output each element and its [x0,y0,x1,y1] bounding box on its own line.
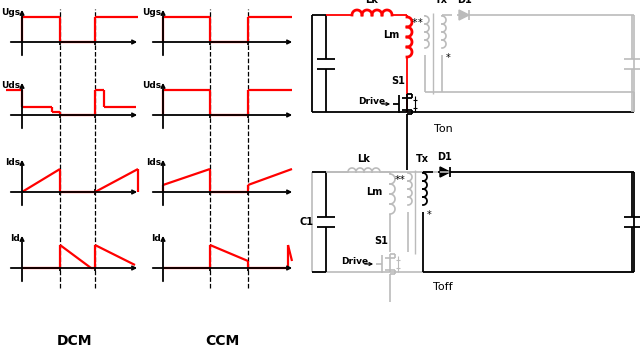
Text: Tx: Tx [415,154,429,164]
Text: Lk: Lk [365,0,378,5]
Text: DCM: DCM [57,334,93,348]
Text: D1: D1 [438,152,452,162]
Text: Uds: Uds [142,81,161,90]
Text: Id: Id [10,234,20,243]
Text: Ids: Ids [146,158,161,167]
Text: *: * [412,18,418,28]
Text: S1: S1 [391,76,405,86]
Text: CCM: CCM [205,334,239,348]
Text: *: * [427,210,432,220]
Text: Id: Id [151,234,161,243]
Text: Toff: Toff [433,282,453,292]
Text: Lk: Lk [358,154,371,164]
Text: *: * [446,53,451,63]
Polygon shape [440,167,450,177]
Text: Drive: Drive [358,97,385,106]
Text: Drive: Drive [341,257,368,266]
Text: Ugs: Ugs [142,8,161,17]
Text: Tx: Tx [435,0,447,5]
Text: Ugs: Ugs [1,8,20,17]
Text: S1: S1 [374,236,388,246]
Text: Uds: Uds [1,81,20,90]
Text: D1: D1 [456,0,472,5]
Text: *: * [395,175,401,185]
Text: Lm: Lm [365,187,382,197]
Text: Lm: Lm [383,30,399,40]
Text: *: * [417,18,422,28]
Text: Ton: Ton [434,124,452,134]
Text: *: * [400,175,405,185]
Text: C1: C1 [300,217,314,227]
Text: Ids: Ids [5,158,20,167]
Polygon shape [459,10,469,20]
